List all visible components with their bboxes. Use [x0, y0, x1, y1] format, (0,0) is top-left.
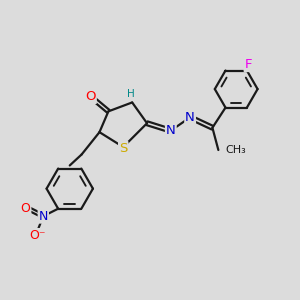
Text: N: N: [39, 210, 48, 223]
Text: F: F: [244, 58, 252, 71]
Text: S: S: [119, 142, 128, 155]
Text: O: O: [20, 202, 30, 215]
Text: CH₃: CH₃: [226, 145, 247, 155]
Text: O⁻: O⁻: [29, 229, 46, 242]
Text: O: O: [85, 90, 96, 103]
Text: H: H: [127, 88, 135, 98]
Text: N: N: [185, 111, 195, 124]
Text: N: N: [166, 124, 176, 137]
